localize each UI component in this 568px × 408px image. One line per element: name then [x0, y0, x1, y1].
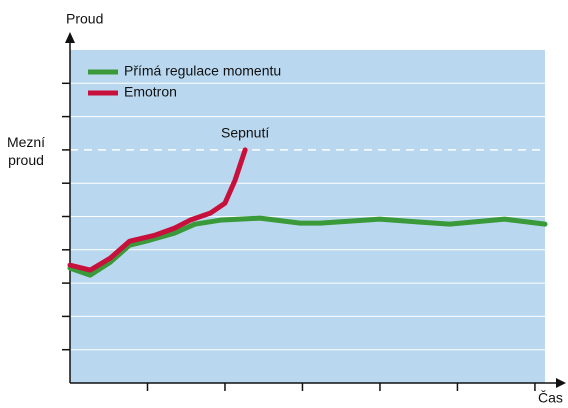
reference-label: Mezní proud	[6, 134, 46, 168]
x-axis-arrow	[556, 378, 566, 388]
data-line	[67, 215, 548, 278]
legend-label: Přímá regulace momentu	[124, 63, 281, 79]
data-line	[67, 147, 248, 273]
annotation: Sepnutí	[221, 125, 269, 141]
y-axis-arrow	[65, 32, 75, 43]
y-axis-label: Proud	[66, 11, 103, 27]
legend-label: Emotron	[124, 84, 177, 100]
x-axis-label: Čas	[538, 390, 563, 406]
